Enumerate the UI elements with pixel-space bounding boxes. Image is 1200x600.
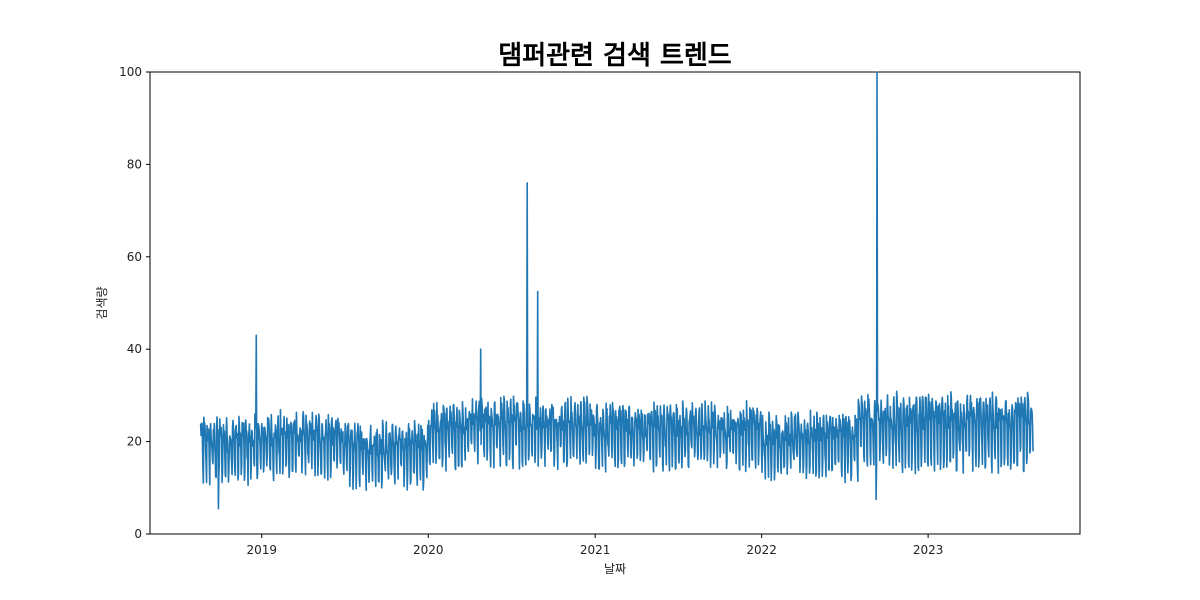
x-tick-label: 2021	[580, 543, 611, 557]
x-tick-label: 2022	[746, 543, 777, 557]
x-tick-label: 2020	[413, 543, 444, 557]
x-tick-label: 2019	[246, 543, 277, 557]
chart-title: 댐퍼관련 검색 트렌드	[498, 41, 731, 71]
plot-area	[149, 71, 1081, 535]
y-tick-label: 0	[134, 527, 142, 541]
x-tick-label: 2023	[913, 543, 944, 557]
y-tick-label: 20	[127, 435, 142, 449]
series-layer	[199, 71, 1034, 510]
y-tick-label: 100	[119, 65, 142, 79]
y-tick-label: 40	[127, 342, 142, 356]
x-axis: 2019 2020 2021 2022 2023	[246, 534, 943, 557]
y-tick-label: 80	[127, 157, 142, 171]
plot-frame	[149, 71, 1081, 535]
y-axis: 0 20 40 60 80 100	[119, 65, 150, 541]
x-axis-label: 날짜	[604, 562, 626, 576]
series-line	[199, 71, 1034, 510]
y-tick-label: 60	[127, 250, 142, 264]
y-axis-label: 검색량	[95, 286, 109, 319]
